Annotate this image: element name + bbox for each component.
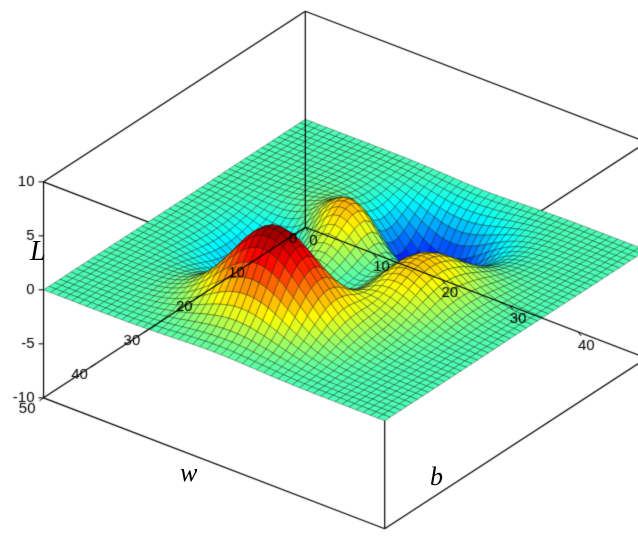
figure-container: L w b <box>0 0 638 542</box>
surface-plot-canvas <box>0 0 638 542</box>
